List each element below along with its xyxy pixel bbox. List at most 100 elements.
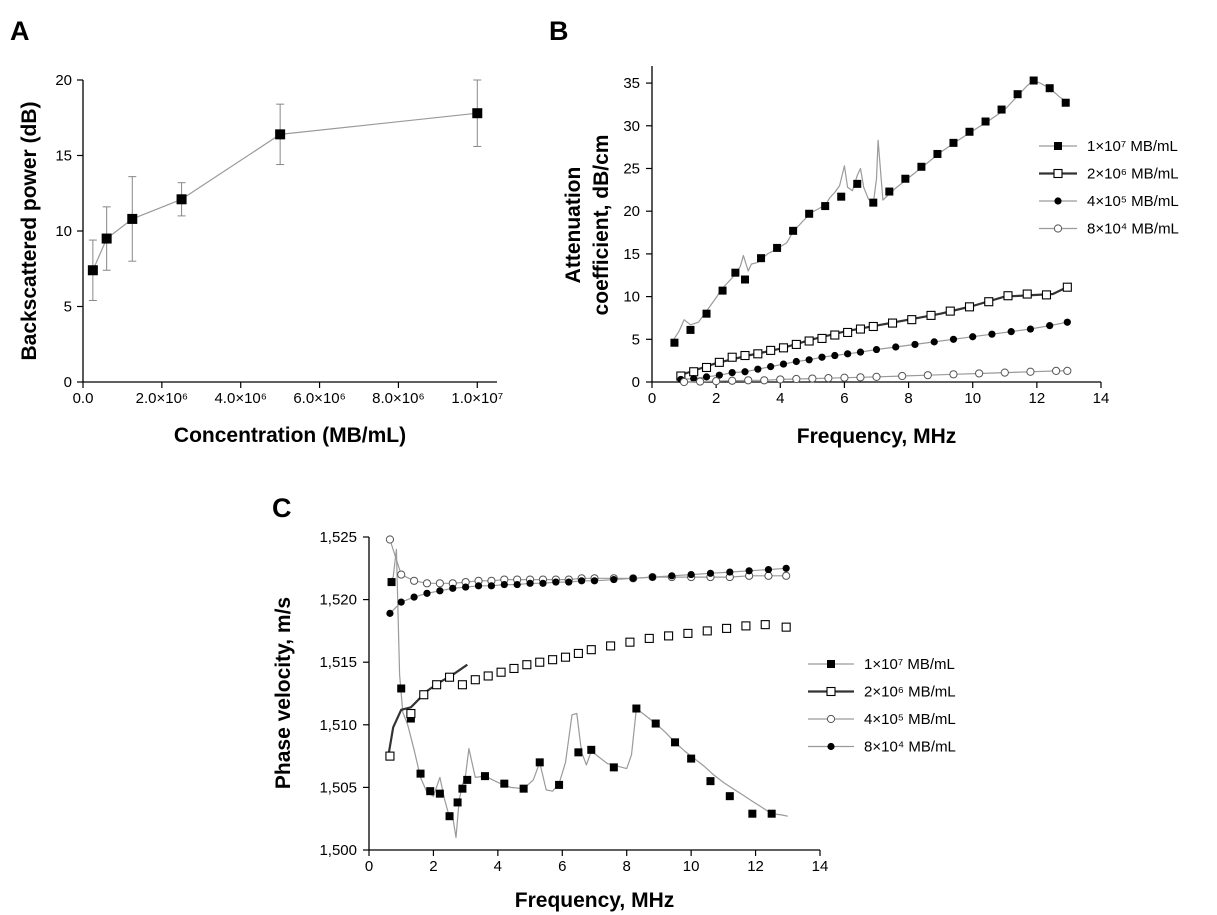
data-point	[1022, 289, 1032, 299]
x-tick-label: 8.0×10⁶	[372, 390, 424, 407]
data-point	[1029, 76, 1038, 85]
data-point	[997, 105, 1006, 114]
data-point	[500, 580, 508, 589]
data-point	[275, 129, 286, 140]
y-tick-label: 15	[55, 148, 72, 165]
data-point	[410, 593, 418, 601]
data-point	[712, 377, 721, 386]
data-point	[458, 784, 467, 793]
data-point	[885, 187, 894, 196]
data-point	[1013, 90, 1022, 99]
data-point	[741, 275, 750, 284]
legend-entry: 8×10⁴ MB/mL	[1039, 221, 1179, 238]
data-point	[727, 352, 737, 362]
y-tick-label: 35	[623, 75, 640, 92]
y-axis-label: Attenuation	[562, 167, 585, 284]
legend-label: 8×10⁴ MB/mL	[1087, 221, 1179, 238]
data-point	[496, 667, 506, 677]
data-point	[387, 578, 396, 587]
data-point	[872, 345, 881, 354]
x-tick-label: 2.0×10⁶	[136, 390, 188, 407]
data-point	[1026, 325, 1035, 333]
data-point	[1061, 98, 1070, 107]
legend-marker	[1054, 197, 1062, 205]
data-point	[984, 297, 994, 307]
data-point	[706, 777, 715, 786]
data-point	[432, 680, 442, 690]
x-axis-label: Concentration (MB/mL)	[174, 424, 406, 447]
series-line	[670, 79, 1070, 344]
data-point	[911, 340, 919, 349]
y-tick-label: 1,515	[319, 654, 357, 671]
data-point	[416, 769, 425, 778]
data-point	[778, 343, 789, 353]
data-point	[648, 573, 657, 581]
data-point	[917, 162, 926, 171]
data-point	[435, 789, 444, 798]
data-point	[679, 377, 689, 387]
data-point	[87, 265, 98, 276]
data-point	[406, 714, 415, 723]
data-point	[470, 675, 480, 685]
data-point	[687, 570, 695, 579]
data-point	[629, 574, 637, 582]
legend-entry: 4×10⁵ MB/mL	[1039, 193, 1179, 210]
x-tick-label: 8	[623, 858, 631, 875]
panel-b: B 0 2 4 6 8 10 12 14 0 5 10 15 20 25 30 35 Frequency, MHz…	[549, 16, 1179, 448]
data-point	[1003, 291, 1013, 301]
legend-entry: 8×10⁴ MB/mL	[808, 739, 956, 756]
data-point	[926, 310, 936, 320]
data-point	[805, 209, 814, 218]
data-point	[898, 371, 907, 381]
y-tick-label: 20	[623, 203, 640, 220]
legend-entry: 4×10⁵ MB/mL	[808, 711, 956, 728]
data-point	[773, 243, 782, 252]
data-point	[1063, 318, 1071, 326]
data-point	[426, 787, 435, 796]
data-point	[741, 368, 749, 376]
series-2	[676, 282, 1072, 381]
data-point	[817, 333, 827, 343]
y-tick-label: 10	[623, 289, 640, 306]
series-3	[385, 535, 791, 588]
data-point	[933, 149, 942, 158]
x-tick-label: 2	[429, 858, 437, 875]
data-point	[760, 376, 769, 385]
data-point	[714, 357, 724, 367]
data-point	[500, 779, 509, 788]
data-point	[686, 325, 695, 334]
data-point	[760, 620, 770, 630]
y-tick-label: 25	[623, 160, 640, 177]
data-point	[805, 356, 813, 364]
data-point	[767, 809, 776, 818]
data-point	[702, 373, 711, 381]
data-point	[830, 330, 840, 340]
x-tick-label: 6.0×10⁶	[293, 390, 345, 407]
data-point	[385, 751, 395, 761]
data-point	[764, 565, 773, 574]
data-point	[892, 343, 900, 351]
y-tick-label: 30	[623, 118, 640, 135]
data-point	[397, 598, 405, 606]
data-point	[975, 369, 984, 378]
x-tick-label: 14	[1093, 390, 1110, 407]
data-point	[702, 309, 711, 318]
data-point	[701, 362, 712, 373]
panel-c: C 0 2 4 6 8 10 12 14 1,500 1,505 1,510 1,515 1,520 1,5…	[272, 493, 956, 912]
data-point	[513, 580, 521, 589]
legend-marker	[1053, 168, 1063, 179]
data-point	[423, 589, 431, 597]
y-tick-label: 5	[632, 331, 640, 348]
data-point	[1041, 290, 1052, 300]
data-point	[945, 306, 955, 316]
data-point	[548, 655, 558, 665]
data-point	[856, 348, 865, 356]
data-point	[670, 338, 679, 347]
data-point	[753, 349, 763, 359]
data-point	[610, 575, 618, 584]
data-point	[1026, 367, 1035, 376]
data-point	[923, 371, 932, 380]
data-point	[872, 372, 881, 381]
data-point	[1046, 322, 1054, 330]
data-point	[687, 754, 696, 763]
